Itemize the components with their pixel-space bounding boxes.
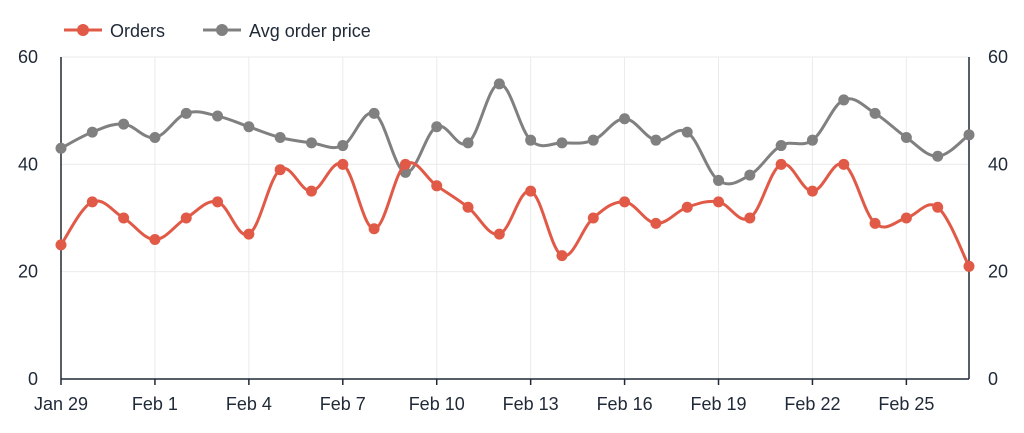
data-point[interactable] [118,118,130,130]
data-point[interactable] [963,129,975,141]
data-point[interactable] [806,185,818,197]
data-point[interactable] [55,239,67,251]
data-point[interactable] [368,107,380,119]
data-point[interactable] [118,212,130,224]
data-point[interactable] [180,107,192,119]
data-point[interactable] [650,217,662,229]
data-point[interactable] [587,212,599,224]
x-tick-label: Feb 25 [878,394,934,414]
y-tick-label: 20 [18,262,38,282]
legend-label: Avg order price [249,21,371,41]
data-point[interactable] [86,196,98,208]
data-point[interactable] [243,228,255,240]
data-point[interactable] [431,180,443,192]
x-tick-label: Feb 10 [409,394,465,414]
legend-marker [77,24,89,36]
legend: Orders Avg order price [64,21,371,41]
y-tick-label: 0 [28,369,38,389]
data-point[interactable] [431,121,443,133]
data-point[interactable] [838,158,850,170]
data-point[interactable] [525,134,537,146]
series-avg-order-price [55,78,975,186]
data-point[interactable] [869,217,881,229]
data-point[interactable] [368,223,380,235]
axes [60,57,970,380]
legend-item[interactable]: Avg order price [203,21,371,41]
data-point[interactable] [619,196,631,208]
data-point[interactable] [775,158,787,170]
data-point[interactable] [462,137,474,149]
x-tick-label: Feb 13 [503,394,559,414]
data-point[interactable] [274,164,286,176]
legend-label: Orders [110,21,165,41]
series-layer [55,78,975,272]
data-point[interactable] [681,126,693,138]
series-line [59,161,971,268]
data-point[interactable] [149,132,161,143]
data-point[interactable] [149,233,161,245]
data-point[interactable] [305,185,317,197]
data-point[interactable] [650,134,662,146]
data-point[interactable] [556,250,568,262]
data-point[interactable] [963,260,975,272]
data-point[interactable] [587,134,599,146]
data-point[interactable] [462,201,474,213]
y2-tick-label: 60 [988,47,1008,67]
data-point[interactable] [212,110,224,122]
data-point[interactable] [493,78,505,90]
y2-tick-label: 20 [988,262,1008,282]
data-point[interactable] [55,142,67,154]
data-point[interactable] [900,212,912,224]
data-point[interactable] [556,137,568,149]
data-point[interactable] [274,132,286,143]
y-tick-label: 40 [18,154,38,174]
y2-tick-label: 0 [988,369,998,389]
data-point[interactable] [619,113,631,125]
x-tick-label: Feb 16 [597,394,653,414]
legend-item[interactable]: Orders [64,21,165,41]
y-tick-label: 60 [18,47,38,67]
data-point[interactable] [744,169,756,181]
data-point[interactable] [713,174,725,186]
data-point[interactable] [681,201,693,213]
x-tick-label: Feb 22 [784,394,840,414]
data-point[interactable] [180,212,192,224]
data-point[interactable] [243,121,255,133]
tick-labels: 0 20 40 60 0 20 40 60 Jan 29 Feb 1 Feb 4 Feb 7 Feb 1… [18,47,1008,414]
x-tick-label: Feb 19 [690,394,746,414]
data-point[interactable] [932,201,944,213]
x-tick-label: Feb 1 [132,394,178,414]
data-point[interactable] [493,228,505,240]
x-tick-label: Feb 4 [226,394,272,414]
data-point[interactable] [838,94,850,106]
y2-tick-label: 40 [988,154,1008,174]
data-point[interactable] [337,158,349,170]
data-point[interactable] [525,185,537,197]
data-point[interactable] [337,140,349,152]
x-tick-label: Jan 29 [34,394,88,414]
data-point[interactable] [86,126,98,138]
data-point[interactable] [305,137,317,149]
data-point[interactable] [806,134,818,146]
data-point[interactable] [869,107,881,119]
data-point[interactable] [399,158,411,170]
data-point[interactable] [900,132,912,143]
data-point[interactable] [775,140,787,152]
x-tick-label: Feb 7 [320,394,366,414]
legend-marker [216,24,229,36]
data-point[interactable] [212,196,224,208]
data-point[interactable] [932,150,944,162]
series-orders [55,158,975,272]
data-point[interactable] [744,212,756,224]
data-point[interactable] [713,196,725,208]
